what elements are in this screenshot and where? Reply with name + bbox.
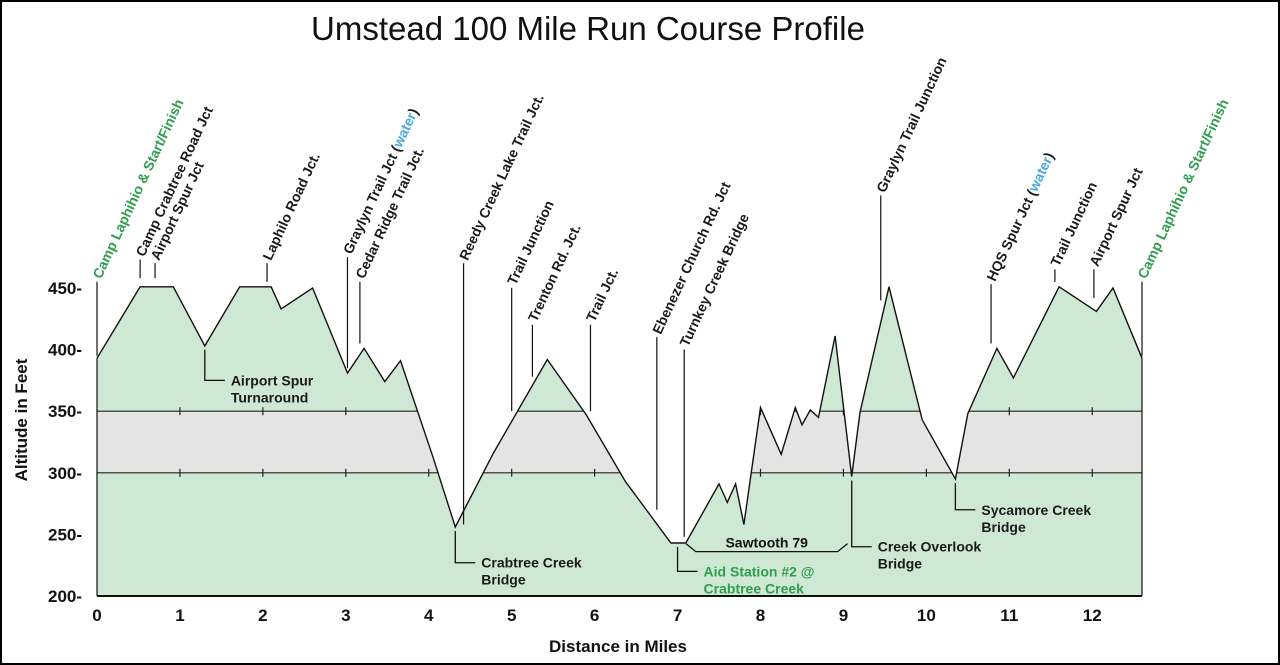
below-label-line: Aid Station #2 @ [704,563,815,579]
x-tick-label: 1 [175,606,184,625]
below-label-line: Creek Overlook [878,539,982,555]
below-label-line: Sycamore Creek [981,502,1091,518]
y-tick-label: 250- [48,525,82,544]
section-label: Sawtooth 79 [725,535,808,551]
callout-label-part: Camp Laphihio & Start/Finish [1134,97,1231,281]
y-tick-label: 400- [48,341,82,360]
callout-label-part: Airport Spur Jct [1086,165,1146,269]
x-tick-label: 3 [341,606,350,625]
x-axis-title: Distance in Miles [549,637,687,656]
x-tick-label: 6 [590,606,599,625]
below-label-line: Crabtree Creek [704,580,805,596]
x-tick-label: 8 [756,606,765,625]
below-label-line: Bridge [981,519,1026,535]
chart-title: Umstead 100 Mile Run Course Profile [311,10,865,47]
callout-label-part: ) [405,106,421,117]
profile-area [97,286,1142,596]
x-tick-label: 7 [673,606,682,625]
below-label-line: Bridge [878,556,923,572]
y-tick-label: 200- [48,587,82,606]
below-label-leader [851,480,872,548]
x-tick-label: 5 [507,606,516,625]
callout-label-part: ) [1040,150,1056,161]
callout-label: HQS Spur Jct (water) [983,150,1057,284]
y-tick-label: 350- [48,402,82,421]
callout-label: Graylyn Trail Junction [873,55,950,195]
x-tick-label: 9 [839,606,848,625]
callout-label: Airport Spur Jct [1086,165,1146,269]
callout-label-part: Graylyn Trail Junction [873,55,950,195]
y-tick-label: 300- [48,464,82,483]
x-tick-label: 12 [1083,606,1102,625]
below-label-leader [676,547,698,573]
x-tick-label: 10 [917,606,936,625]
callout-label: Trail Jct. [583,266,622,324]
below-label-line: Airport Spur [231,372,314,388]
y-tick-label: 450- [48,279,82,298]
x-tick-label: 4 [424,606,434,625]
below-label-leader [204,349,225,382]
callout-label: Laphilo Road Jct. [259,150,323,263]
callout-label-part: Laphilo Road Jct. [259,150,323,263]
below-label-leader [954,482,976,511]
profile-line [96,285,1143,544]
x-tick-label: 11 [1000,606,1018,625]
callout-label: Camp Laphihio & Start/Finish [1134,97,1231,281]
callout-label-part: HQS Spur Jct ( [983,187,1039,284]
below-label-line: Bridge [481,572,526,588]
section-bracket [685,543,848,553]
y-axis-title: Altitude in Feet [12,358,31,481]
below-label-line: Turnaround [231,389,309,405]
callout-label-part: Trail Jct. [583,266,622,324]
below-label-line: Crabtree Creek [481,555,582,571]
below-label-leader [454,531,476,564]
altitude-band [97,411,1142,473]
x-tick-label: 0 [92,606,101,625]
x-tick-label: 2 [258,606,267,625]
